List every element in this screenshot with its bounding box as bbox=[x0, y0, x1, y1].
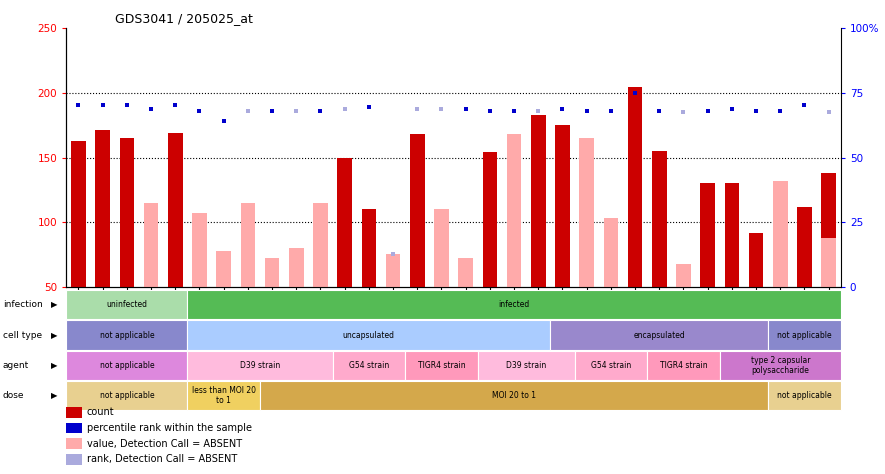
Bar bbox=[458, 258, 473, 287]
Point bbox=[773, 107, 788, 115]
Bar bbox=[143, 203, 158, 287]
Text: dose: dose bbox=[3, 392, 24, 400]
Point bbox=[797, 101, 812, 109]
Point bbox=[72, 101, 86, 109]
Text: D39 strain: D39 strain bbox=[506, 361, 546, 370]
Bar bbox=[725, 183, 739, 287]
Text: not applicable: not applicable bbox=[777, 331, 832, 339]
Bar bbox=[482, 153, 497, 287]
Point bbox=[144, 105, 158, 112]
Bar bbox=[531, 115, 545, 287]
Bar bbox=[507, 134, 521, 287]
Text: less than MOI 20
to 1: less than MOI 20 to 1 bbox=[192, 386, 256, 405]
Point bbox=[604, 107, 618, 115]
Text: GDS3041 / 205025_at: GDS3041 / 205025_at bbox=[115, 12, 253, 25]
Text: G54 strain: G54 strain bbox=[590, 361, 631, 370]
Point bbox=[313, 107, 327, 115]
Bar bbox=[580, 138, 594, 287]
Text: value, Detection Call = ABSENT: value, Detection Call = ABSENT bbox=[87, 438, 242, 449]
Text: rank, Detection Call = ABSENT: rank, Detection Call = ABSENT bbox=[87, 454, 237, 465]
Bar bbox=[289, 248, 304, 287]
Bar bbox=[362, 210, 376, 287]
Text: percentile rank within the sample: percentile rank within the sample bbox=[87, 423, 251, 433]
Point bbox=[289, 107, 304, 115]
Bar bbox=[604, 219, 618, 287]
Point bbox=[483, 107, 497, 115]
Text: G54 strain: G54 strain bbox=[349, 361, 389, 370]
Bar bbox=[71, 141, 86, 287]
Text: TIGR4 strain: TIGR4 strain bbox=[418, 361, 466, 370]
Text: uncapsulated: uncapsulated bbox=[342, 331, 395, 339]
Bar bbox=[217, 251, 231, 287]
Text: not applicable: not applicable bbox=[777, 392, 832, 400]
Bar bbox=[435, 210, 449, 287]
Bar bbox=[241, 203, 255, 287]
Text: encapsulated: encapsulated bbox=[634, 331, 685, 339]
Point bbox=[217, 118, 231, 125]
Bar bbox=[555, 125, 570, 287]
Text: uninfected: uninfected bbox=[106, 301, 148, 309]
Point bbox=[386, 251, 400, 258]
Text: TIGR4 strain: TIGR4 strain bbox=[659, 361, 707, 370]
Text: ▶: ▶ bbox=[51, 392, 58, 400]
Bar bbox=[96, 130, 110, 287]
Bar bbox=[386, 255, 400, 287]
Text: D39 strain: D39 strain bbox=[240, 361, 280, 370]
Bar bbox=[168, 133, 182, 287]
Bar bbox=[749, 233, 763, 287]
Bar bbox=[700, 183, 715, 287]
Point bbox=[410, 105, 424, 112]
Point bbox=[362, 103, 376, 111]
Point bbox=[580, 107, 594, 115]
Text: MOI 20 to 1: MOI 20 to 1 bbox=[492, 392, 536, 400]
Text: type 2 capsular
polysaccharide: type 2 capsular polysaccharide bbox=[750, 356, 810, 375]
Point bbox=[458, 105, 473, 112]
Bar bbox=[821, 173, 836, 287]
Text: ▶: ▶ bbox=[51, 361, 58, 370]
Bar bbox=[676, 264, 690, 287]
Bar bbox=[652, 151, 666, 287]
Text: infection: infection bbox=[3, 301, 42, 309]
Bar bbox=[410, 134, 425, 287]
Point bbox=[556, 105, 570, 112]
Point bbox=[168, 101, 182, 109]
Point bbox=[337, 105, 351, 112]
Point bbox=[676, 109, 690, 116]
Bar bbox=[821, 237, 836, 287]
Text: not applicable: not applicable bbox=[99, 331, 154, 339]
Point bbox=[241, 107, 255, 115]
Bar bbox=[797, 207, 812, 287]
Point bbox=[265, 107, 279, 115]
Point bbox=[507, 107, 521, 115]
Point bbox=[749, 107, 763, 115]
Text: infected: infected bbox=[498, 301, 530, 309]
Point bbox=[628, 89, 643, 97]
Text: not applicable: not applicable bbox=[99, 361, 154, 370]
Bar bbox=[192, 213, 207, 287]
Bar bbox=[337, 158, 352, 287]
Point bbox=[531, 107, 545, 115]
Point bbox=[119, 101, 134, 109]
Point bbox=[192, 107, 206, 115]
Text: ▶: ▶ bbox=[51, 301, 58, 309]
Point bbox=[96, 101, 110, 109]
Text: cell type: cell type bbox=[3, 331, 42, 339]
Bar bbox=[313, 203, 327, 287]
Point bbox=[435, 105, 449, 112]
Text: not applicable: not applicable bbox=[99, 392, 154, 400]
Text: agent: agent bbox=[3, 361, 29, 370]
Bar bbox=[627, 87, 643, 287]
Point bbox=[701, 107, 715, 115]
Bar bbox=[119, 138, 135, 287]
Text: count: count bbox=[87, 407, 114, 418]
Point bbox=[821, 109, 835, 116]
Point bbox=[725, 105, 739, 112]
Point bbox=[652, 107, 666, 115]
Bar bbox=[265, 258, 280, 287]
Bar bbox=[773, 181, 788, 287]
Text: ▶: ▶ bbox=[51, 331, 58, 339]
